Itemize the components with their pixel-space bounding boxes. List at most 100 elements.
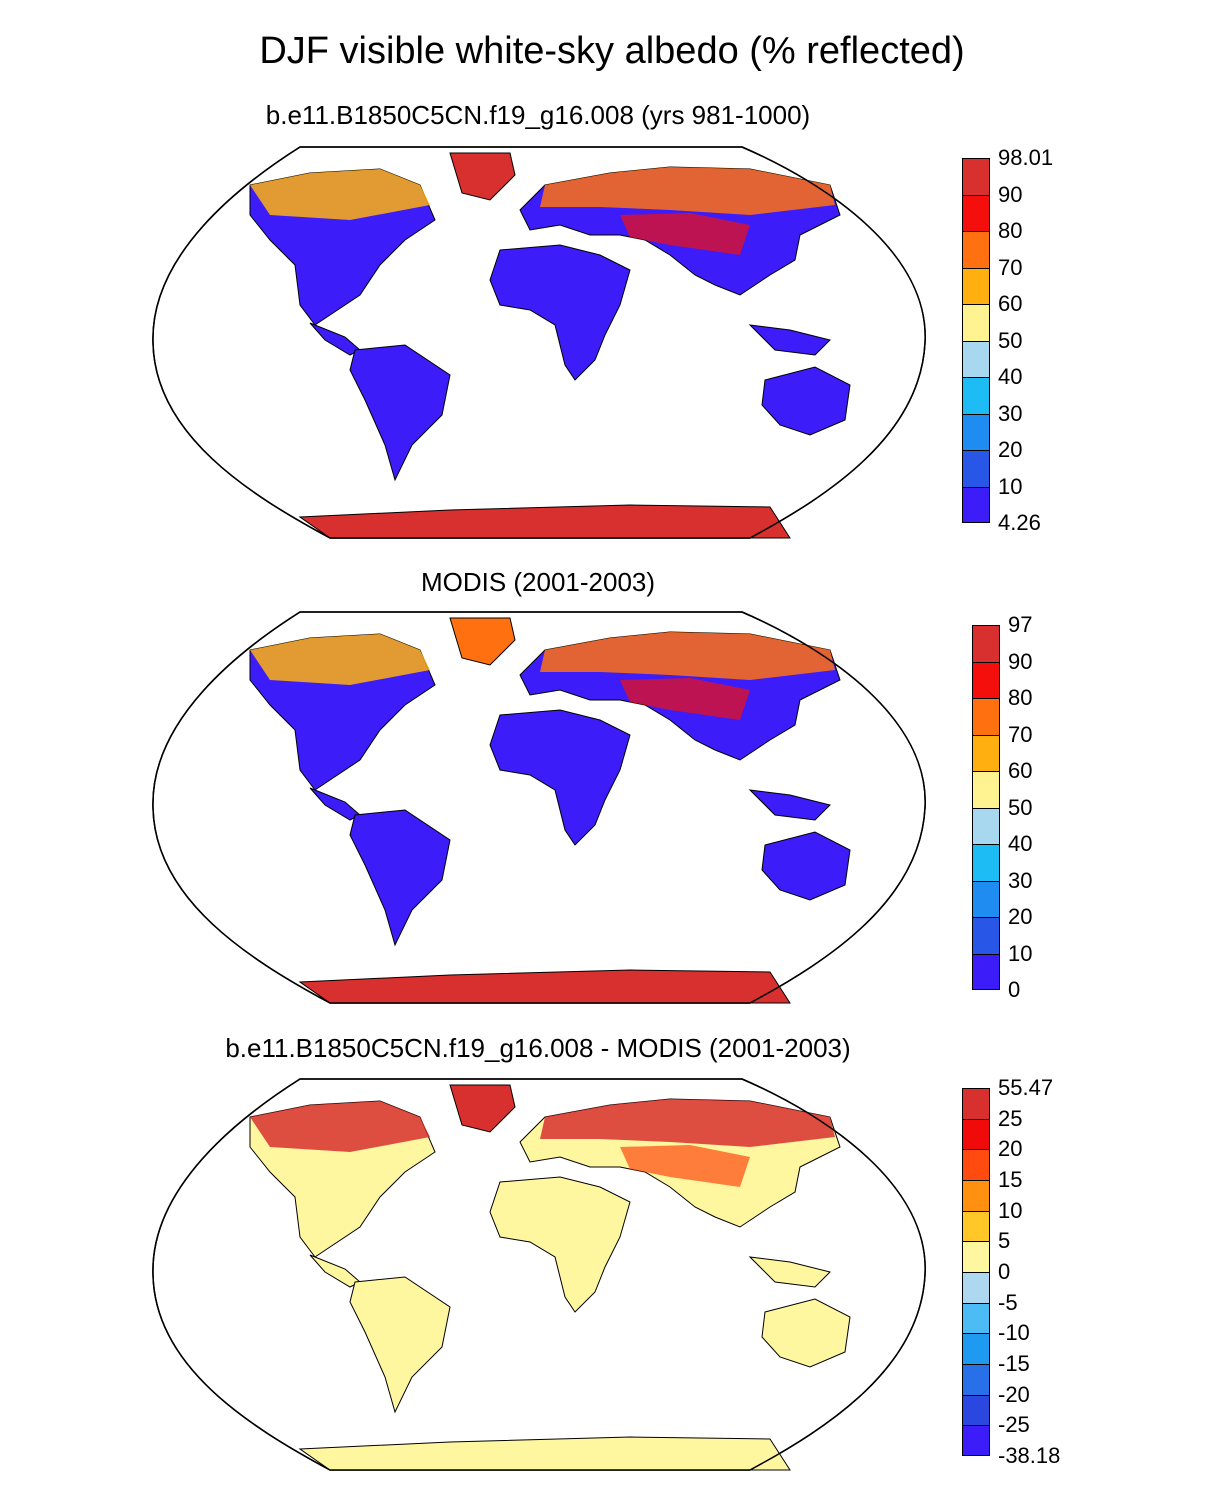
- figure-title: DJF visible white-sky albedo (% reflecte…: [259, 30, 965, 72]
- colorbar-swatch: [962, 194, 990, 231]
- panel-1-title: b.e11.B1850C5CN.f19_g16.008 (yrs 981-100…: [265, 100, 811, 130]
- colorbar-swatch: [962, 450, 990, 487]
- colorbar-label: 55.47: [998, 1075, 1054, 1100]
- colorbar-label: -10: [998, 1320, 1030, 1346]
- colorbar-label: 20: [998, 1136, 1023, 1162]
- asia-plateau-patch: [620, 1145, 750, 1187]
- colorbar-label: 4.26: [998, 510, 1041, 535]
- land-sa: [349, 1276, 451, 1414]
- map-border: [152, 146, 926, 539]
- colorbar-label: 10: [1008, 940, 1033, 966]
- colorbar-label: 20: [998, 437, 1023, 462]
- map-border: [152, 1078, 926, 1471]
- panel-2-map: [152, 611, 926, 1004]
- colorbar-label: 70: [998, 254, 1023, 280]
- colorbar-swatch: [972, 917, 1000, 954]
- colorbar-label: -15: [998, 1351, 1030, 1376]
- colorbar-label: 5: [998, 1228, 1011, 1254]
- colorbar-swatch: [962, 340, 990, 377]
- colorbar-label: 40: [1008, 831, 1033, 856]
- land-greenland: [449, 617, 516, 666]
- colorbar-label: 90: [1008, 648, 1033, 674]
- colorbar-swatch: [972, 771, 1000, 808]
- colorbar-swatch: [962, 377, 990, 414]
- na-snow-band: [250, 1101, 430, 1152]
- colorbar-label: 10: [998, 1197, 1023, 1223]
- colorbar-label: 10: [998, 473, 1023, 499]
- colorbar-label: 80: [1008, 685, 1033, 710]
- colorbar-label: 70: [1008, 721, 1033, 747]
- panel-3-map: [152, 1078, 926, 1471]
- land-aus: [761, 831, 851, 901]
- colorbar-swatch: [962, 486, 990, 523]
- colorbar-label: 97: [1008, 612, 1033, 637]
- colorbar-label: 50: [998, 327, 1023, 353]
- colorbar-swatch: [972, 734, 1000, 771]
- colorbar-swatch: [962, 1272, 990, 1303]
- colorbar-swatch: [962, 267, 990, 304]
- colorbar-label: 15: [998, 1167, 1023, 1192]
- na-snow-band: [250, 169, 430, 220]
- land-aus: [761, 366, 851, 436]
- land-sa: [349, 809, 451, 947]
- land-sa: [349, 344, 451, 482]
- colorbar-label: 50: [1008, 794, 1033, 820]
- colorbar-label: 0: [998, 1259, 1011, 1284]
- asia-plateau-patch: [620, 678, 750, 720]
- colorbar-label: -38.18: [998, 1443, 1061, 1468]
- colorbar-swatch: [962, 1118, 990, 1150]
- land-af: [489, 1176, 631, 1313]
- land-greenland: [449, 1084, 516, 1133]
- eurasia-snow-band: [540, 167, 835, 215]
- colorbar-frame: [962, 1088, 990, 1456]
- colorbar-swatch: [972, 698, 1000, 735]
- eurasia-snow-band: [540, 632, 835, 680]
- panel-1-map: [152, 146, 926, 539]
- colorbar-swatch: [962, 304, 990, 341]
- colorbar-label: 60: [1008, 758, 1033, 783]
- colorbar-swatch: [972, 880, 1000, 917]
- colorbar-label: 30: [998, 400, 1023, 426]
- map-border: [152, 611, 926, 1004]
- colorbar-label: 0: [1008, 977, 1021, 1002]
- na-snow-band: [250, 634, 430, 685]
- land-seasia: [748, 789, 831, 821]
- land-af: [489, 709, 631, 846]
- colorbar-swatch: [972, 625, 1000, 662]
- colorbar-label: 60: [998, 291, 1023, 316]
- colorbar-swatch: [972, 953, 1000, 990]
- eurasia-snow-band: [540, 1099, 835, 1147]
- colorbar-swatch: [962, 1333, 990, 1364]
- colorbar-swatch: [962, 1425, 990, 1456]
- colorbar-label: 80: [998, 218, 1023, 243]
- colorbar-swatch: [962, 1088, 990, 1119]
- land-seasia: [748, 324, 831, 356]
- colorbar-label: -5: [998, 1289, 1018, 1315]
- colorbar-swatch: [962, 1302, 990, 1334]
- colorbar-swatch: [962, 1210, 990, 1242]
- land-seasia: [748, 1256, 831, 1288]
- asia-plateau-patch: [620, 213, 750, 255]
- colorbar-frame: [962, 158, 990, 523]
- colorbar-label: 90: [998, 181, 1023, 207]
- colorbar-swatch: [962, 413, 990, 450]
- colorbar-swatch: [962, 1364, 990, 1395]
- colorbar-label: 30: [1008, 867, 1033, 893]
- colorbar-swatch: [962, 1241, 990, 1272]
- colorbar-label: 25: [998, 1105, 1023, 1131]
- colorbar-swatch: [972, 807, 1000, 844]
- colorbar-swatch: [962, 231, 990, 268]
- colorbar-swatch: [962, 1180, 990, 1211]
- panel-2-title: MODIS (2001-2003): [420, 567, 656, 597]
- colorbar-swatch: [972, 844, 1000, 881]
- colorbar-swatch: [962, 1394, 990, 1426]
- colorbar-frame: [972, 625, 1000, 990]
- land-aus: [761, 1298, 851, 1368]
- colorbar-label: -25: [998, 1412, 1030, 1438]
- colorbar-label: 20: [1008, 904, 1033, 929]
- colorbar-label: 98.01: [998, 145, 1054, 170]
- panel-3-title: b.e11.B1850C5CN.f19_g16.008 - MODIS (200…: [225, 1033, 851, 1063]
- colorbar-label: 40: [998, 364, 1023, 389]
- colorbar-label: -20: [998, 1381, 1030, 1407]
- colorbar-swatch: [972, 661, 1000, 698]
